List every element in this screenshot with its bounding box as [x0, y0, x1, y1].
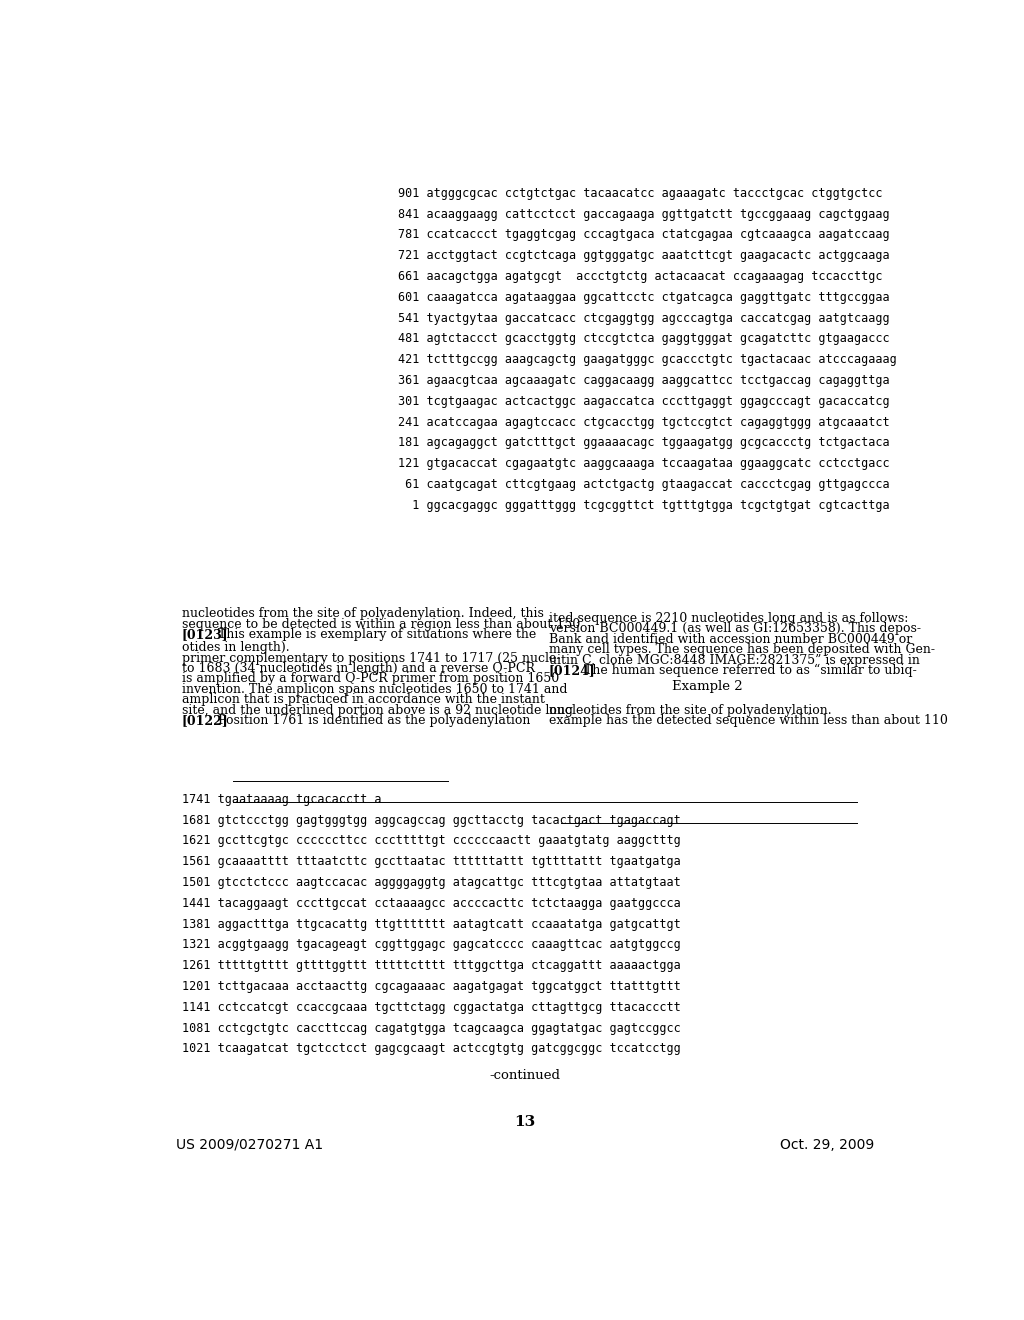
Text: 181 agcagaggct gatctttgct ggaaaacagc tggaagatgg gcgcaccctg tctgactaca: 181 agcagaggct gatctttgct ggaaaacagc tgg… [397, 437, 890, 449]
Text: [0124]: [0124] [549, 664, 595, 677]
Text: 1621 gccttcgtgc ccccccttcc ccctttttgt ccccccaactt gaaatgtatg aaggctttg: 1621 gccttcgtgc ccccccttcc ccctttttgt cc… [182, 834, 681, 847]
Text: [0123]: [0123] [182, 628, 228, 642]
Text: example has the detected sequence within less than about 110: example has the detected sequence within… [549, 714, 947, 727]
Text: 1501 gtcctctccc aagtccacac aggggaggtg atagcattgc tttcgtgtaa attatgtaat: 1501 gtcctctccc aagtccacac aggggaggtg at… [182, 876, 681, 890]
Text: 241 acatccagaa agagtccacc ctgcacctgg tgctccgtct cagaggtggg atgcaaatct: 241 acatccagaa agagtccacc ctgcacctgg tgc… [397, 416, 890, 429]
Text: otides in length).: otides in length). [182, 642, 290, 653]
Text: US 2009/0270271 A1: US 2009/0270271 A1 [176, 1138, 323, 1152]
Text: 301 tcgtgaagac actcactggc aagaccatca cccttgaggt ggagcccagt gacaccatcg: 301 tcgtgaagac actcactggc aagaccatca ccc… [397, 395, 890, 408]
Text: invention. The amplicon spans nucleotides 1650 to 1741 and: invention. The amplicon spans nucleotide… [182, 682, 567, 696]
Text: 901 atgggcgcac cctgtctgac tacaacatcc agaaagatc taccctgcac ctggtgctcc: 901 atgggcgcac cctgtctgac tacaacatcc aga… [397, 187, 883, 199]
Text: is amplified by a forward Q-PCR primer from position 1650: is amplified by a forward Q-PCR primer f… [182, 672, 559, 685]
Text: uitin C, clone MGC:8448 IMAGE:2821375” is expressed in: uitin C, clone MGC:8448 IMAGE:2821375” i… [549, 653, 920, 667]
Text: 1741 tgaataaaag tgcacacctt a: 1741 tgaataaaag tgcacacctt a [182, 793, 382, 807]
Text: amplicon that is practiced in accordance with the instant: amplicon that is practiced in accordance… [182, 693, 545, 706]
Text: 841 acaaggaagg cattcctcct gaccagaaga ggttgatctt tgccggaaag cagctggaag: 841 acaaggaagg cattcctcct gaccagaaga ggt… [397, 207, 890, 220]
Text: 121 gtgacaccat cgagaatgtc aaggcaaaga tccaagataa ggaaggcatc cctcctgacc: 121 gtgacaccat cgagaatgtc aaggcaaaga tcc… [397, 457, 890, 470]
Text: Bank and identified with accession number BC000449 or: Bank and identified with accession numbe… [549, 632, 911, 645]
Text: many cell types. The sequence has been deposited with Gen-: many cell types. The sequence has been d… [549, 643, 935, 656]
Text: 1021 tcaagatcat tgctcctcct gagcgcaagt actccgtgtg gatcggcggc tccatcctgg: 1021 tcaagatcat tgctcctcct gagcgcaagt ac… [182, 1043, 681, 1056]
Text: 1201 tcttgacaaa acctaacttg cgcagaaaac aagatgagat tggcatggct ttatttgttt: 1201 tcttgacaaa acctaacttg cgcagaaaac aa… [182, 979, 681, 993]
Text: 1321 acggtgaagg tgacageagt cggttggagc gagcatcccc caaagttcac aatgtggccg: 1321 acggtgaagg tgacageagt cggttggagc ga… [182, 939, 681, 952]
Text: -continued: -continued [489, 1069, 560, 1081]
Text: 1141 cctccatcgt ccaccgcaaa tgcttctagg cggactatga cttagttgcg ttacaccctt: 1141 cctccatcgt ccaccgcaaa tgcttctagg cg… [182, 1001, 681, 1014]
Text: 1381 aggactttga ttgcacattg ttgttttttt aatagtcatt ccaaatatga gatgcattgt: 1381 aggactttga ttgcacattg ttgttttttt aa… [182, 917, 681, 931]
Text: to 1683 (34 nucleotides in length) and a reverse Q-PCR: to 1683 (34 nucleotides in length) and a… [182, 663, 535, 675]
Text: 61 caatgcagat cttcgtgaag actctgactg gtaagaccat caccctcgag gttgagccca: 61 caatgcagat cttcgtgaag actctgactg gtaa… [397, 478, 890, 491]
Text: 1681 gtctccctgg gagtgggtgg aggcagccag ggcttacctg tacactgact tgagaccagt: 1681 gtctccctgg gagtgggtgg aggcagccag gg… [182, 813, 681, 826]
Text: 1561 gcaaaatttt tttaatcttc gccttaatac ttttttattt tgttttattt tgaatgatga: 1561 gcaaaatttt tttaatcttc gccttaatac tt… [182, 855, 681, 869]
Text: 661 aacagctgga agatgcgt  accctgtctg actacaacat ccagaaagag tccaccttgc: 661 aacagctgga agatgcgt accctgtctg actac… [397, 271, 883, 282]
Text: primer complementary to positions 1741 to 1717 (25 nucle-: primer complementary to positions 1741 t… [182, 652, 560, 664]
Text: version BC000449.1 (as well as GI:12653358). This depos-: version BC000449.1 (as well as GI:126533… [549, 622, 921, 635]
Text: 541 tyactgytaa gaccatcacc ctcgaggtgg agcccagtga caccatcgag aatgtcaagg: 541 tyactgytaa gaccatcacc ctcgaggtgg agc… [397, 312, 890, 325]
Text: 1441 tacaggaagt cccttgccat cctaaaagcc accccacttc tctctaagga gaatggccca: 1441 tacaggaagt cccttgccat cctaaaagcc ac… [182, 896, 681, 909]
Text: 361 agaacgtcaa agcaaagatc caggacaagg aaggcattcc tcctgaccag cagaggttga: 361 agaacgtcaa agcaaagatc caggacaagg aag… [397, 374, 890, 387]
Text: 421 tctttgccgg aaagcagctg gaagatgggc gcaccctgtc tgactacaac atcccagaaag: 421 tctttgccgg aaagcagctg gaagatgggc gca… [397, 354, 897, 366]
Text: sequence to be detected is within a region less than about 150: sequence to be detected is within a regi… [182, 618, 581, 631]
Text: 721 acctggtact ccgtctcaga ggtgggatgc aaatcttcgt gaagacactc actggcaaga: 721 acctggtact ccgtctcaga ggtgggatgc aaa… [397, 249, 890, 263]
Text: Oct. 29, 2009: Oct. 29, 2009 [779, 1138, 873, 1152]
Text: 1 ggcacgaggc gggatttggg tcgcggttct tgtttgtgga tcgctgtgat cgtcacttga: 1 ggcacgaggc gggatttggg tcgcggttct tgttt… [397, 499, 890, 512]
Text: 13: 13 [514, 1114, 536, 1129]
Text: 1261 tttttgtttt gttttggttt tttttctttt tttggcttga ctcaggattt aaaaactgga: 1261 tttttgtttt gttttggttt tttttctttt tt… [182, 960, 681, 973]
Text: 1081 cctcgctgtc caccttccag cagatgtgga tcagcaagca ggagtatgac gagtccggcc: 1081 cctcgctgtc caccttccag cagatgtgga tc… [182, 1022, 681, 1035]
Text: ited sequence is 2210 nucleotides long and is as follows:: ited sequence is 2210 nucleotides long a… [549, 611, 908, 624]
Text: Position 1761 is identified as the polyadenylation: Position 1761 is identified as the polya… [218, 714, 530, 727]
Text: 481 agtctaccct gcacctggtg ctccgtctca gaggtgggat gcagatcttc gtgaagaccc: 481 agtctaccct gcacctggtg ctccgtctca gag… [397, 333, 890, 346]
Text: Example 2: Example 2 [672, 680, 742, 693]
Text: nucleotides from the site of polyadenylation. Indeed, this: nucleotides from the site of polyadenyla… [182, 607, 544, 620]
Text: This example is exemplary of situations where the: This example is exemplary of situations … [218, 628, 536, 642]
Text: [0122]: [0122] [182, 714, 228, 727]
Text: site, and the underlined portion above is a 92 nucleotide long: site, and the underlined portion above i… [182, 704, 573, 717]
Text: The human sequence referred to as “similar to ubiq-: The human sequence referred to as “simil… [585, 664, 918, 677]
Text: 601 caaagatcca agataaggaa ggcattcctc ctgatcagca gaggttgatc tttgccggaa: 601 caaagatcca agataaggaa ggcattcctc ctg… [397, 290, 890, 304]
Text: 781 ccatcaccct tgaggtcgag cccagtgaca ctatcgagaa cgtcaaagca aagatccaag: 781 ccatcaccct tgaggtcgag cccagtgaca cta… [397, 228, 890, 242]
Text: nucleotides from the site of polyadenylation.: nucleotides from the site of polyadenyla… [549, 704, 831, 717]
